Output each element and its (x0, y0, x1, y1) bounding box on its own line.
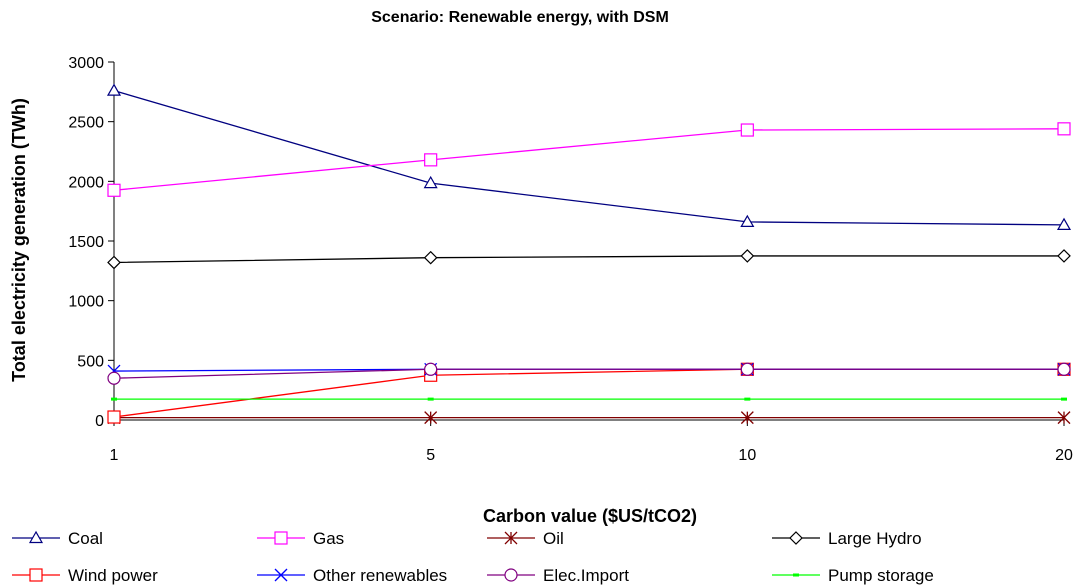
legend-label: Wind power (68, 566, 158, 585)
series-coal (106, 83, 1072, 230)
series-layer (106, 83, 1072, 425)
y-tick-label: 500 (77, 353, 104, 370)
legend-marker (504, 568, 518, 582)
legend-marker (504, 531, 518, 545)
y-axis-title: Total electricity generation (TWh) (9, 98, 29, 382)
data-point-elec-import (1057, 362, 1071, 376)
legend-label: Large Hydro (828, 529, 922, 548)
data-point-large-hydro (107, 255, 121, 270)
legend-label: Other renewables (313, 566, 447, 585)
legend-item-other-renewables: Other renewables (257, 566, 447, 585)
y-tick-label: 2000 (68, 174, 104, 191)
series-elec-import (107, 362, 1071, 385)
x-tick-label: 10 (738, 447, 756, 464)
data-point-elec-import (107, 371, 121, 385)
axes: 0 500 1000 1500 2000 2500 3000 1 5 10 20 (68, 55, 1073, 464)
data-point-oil (740, 411, 754, 425)
series-line-wind-power (113, 368, 1064, 418)
data-point-coal (423, 175, 438, 189)
data-point-wind-power (107, 410, 121, 424)
data-point-coal (1056, 217, 1072, 230)
series-other-renewables (107, 362, 1071, 378)
data-point-gas (107, 183, 121, 197)
data-point-oil (1057, 411, 1071, 425)
series-wind-power (107, 362, 1071, 424)
legend-marker (29, 568, 43, 582)
series-oil (107, 411, 1071, 425)
data-point-gas (424, 153, 438, 167)
legend-label: Elec.Import (543, 566, 629, 585)
y-tick-label: 1500 (68, 234, 104, 251)
legend-item-coal: Coal (12, 529, 103, 548)
data-point-large-hydro (423, 250, 438, 265)
x-tick-label: 20 (1055, 447, 1073, 464)
x-axis-title: Carbon value ($US/tCO2) (483, 506, 697, 526)
series-line-large-hydro (113, 255, 1064, 264)
y-tick-label: 3000 (68, 55, 104, 72)
legend-item-oil: Oil (487, 529, 564, 548)
data-point-elec-import (740, 362, 754, 376)
data-point-oil (424, 411, 438, 425)
legend-label: Gas (313, 529, 344, 548)
x-tick-label: 1 (110, 447, 119, 464)
legend-item-pump-storage: Pump storage (772, 566, 934, 585)
series-line-gas (113, 128, 1065, 191)
legend-marker (274, 531, 288, 545)
series-large-hydro (107, 249, 1071, 270)
legend-marker (274, 568, 288, 582)
legend-label: Coal (68, 529, 103, 548)
legend: Coal Gas Oil Large Hydro Wind power Other ren… (12, 529, 934, 585)
data-point-large-hydro (740, 249, 755, 263)
legend-marker (28, 530, 44, 544)
data-point-coal (740, 214, 755, 228)
legend-label: Pump storage (828, 566, 934, 585)
x-tick-label: 5 (426, 447, 435, 464)
series-gas (107, 122, 1071, 197)
legend-item-wind-power: Wind power (12, 566, 158, 585)
legend-item-large-hydro: Large Hydro (772, 529, 922, 548)
legend-label: Oil (543, 529, 564, 548)
y-tick-label: 2500 (68, 115, 104, 132)
data-point-gas (1057, 122, 1071, 136)
data-point-coal (106, 83, 122, 96)
y-tick-label: 1000 (68, 294, 104, 311)
data-point-gas (740, 123, 754, 137)
data-point-large-hydro (1057, 249, 1071, 263)
legend-item-gas: Gas (257, 529, 344, 548)
chart-title: Scenario: Renewable energy, with DSM (371, 9, 669, 26)
data-point-elec-import (424, 362, 438, 376)
y-tick-label: 0 (95, 413, 104, 430)
series-line-coal (113, 90, 1065, 226)
series-line-elec-import (113, 368, 1064, 379)
legend-item-elec-import: Elec.Import (487, 566, 629, 585)
legend-marker (789, 531, 803, 545)
